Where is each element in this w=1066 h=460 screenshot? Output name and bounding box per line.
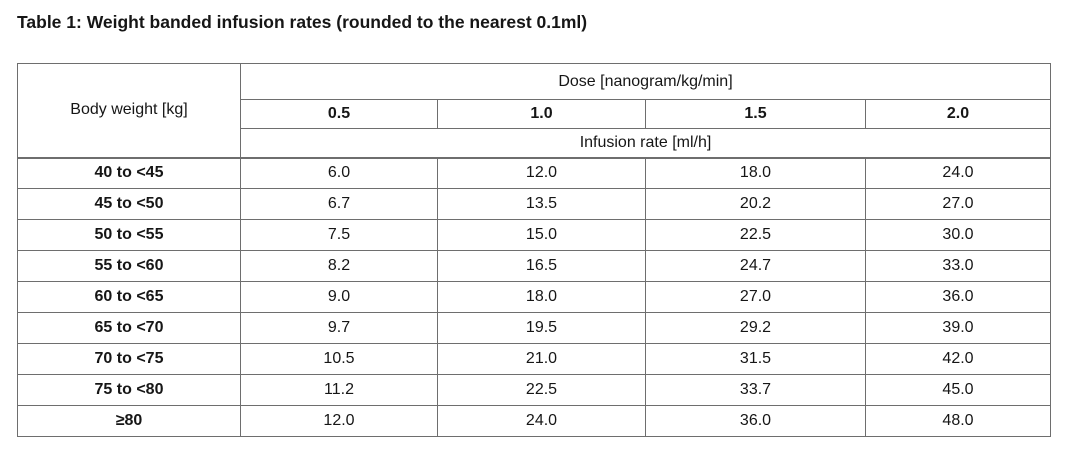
- dose-level-cell: 1.0: [437, 99, 646, 129]
- rate-cell: 19.5: [437, 312, 646, 344]
- table-row: 75 to <80 11.2 22.5 33.7 45.0: [17, 374, 1051, 406]
- header-row-dose-group: Body weight [kg] Dose [nanogram/kg/min]: [17, 63, 1051, 158]
- rate-cell: 12.0: [240, 405, 438, 437]
- rate-cell: 24.0: [437, 405, 646, 437]
- weight-band-cell: ≥80: [17, 405, 241, 437]
- weight-band-cell: 50 to <55: [17, 219, 241, 251]
- rate-cell: 27.0: [865, 188, 1051, 220]
- rate-cell: 22.5: [645, 219, 866, 251]
- table-row: ≥80 12.0 24.0 36.0 48.0: [17, 405, 1051, 437]
- rate-cell: 16.5: [437, 250, 646, 282]
- header-row-dose-levels: 0.5 1.0 1.5 2.0: [18, 99, 1051, 129]
- rate-cell: 20.2: [645, 188, 866, 220]
- rate-cell: 24.0: [865, 156, 1051, 189]
- rate-cell: 33.0: [865, 250, 1051, 282]
- weight-band-cell: 60 to <65: [17, 281, 241, 313]
- table-row: 60 to <65 9.0 18.0 27.0 36.0: [17, 281, 1051, 313]
- rate-cell: 11.2: [240, 374, 438, 406]
- rate-cell: 18.0: [645, 156, 866, 189]
- body-weight-header-cell: Body weight [kg]: [17, 63, 241, 158]
- rate-cell: 39.0: [865, 312, 1051, 344]
- rate-cell: 6.0: [240, 156, 438, 189]
- rate-cell: 13.5: [437, 188, 646, 220]
- table-row: 70 to <75 10.5 21.0 31.5 42.0: [17, 343, 1051, 375]
- rate-cell: 22.5: [437, 374, 646, 406]
- weight-band-cell: 40 to <45: [17, 156, 241, 189]
- dose-group-header-cell: Dose [nanogram/kg/min]: [240, 63, 1051, 100]
- rate-cell: 12.0: [437, 156, 646, 189]
- table-row: 65 to <70 9.7 19.5 29.2 39.0: [17, 312, 1051, 344]
- rate-cell: 15.0: [437, 219, 646, 251]
- rate-cell: 36.0: [865, 281, 1051, 313]
- weight-band-cell: 75 to <80: [17, 374, 241, 406]
- weight-band-cell: 70 to <75: [17, 343, 241, 375]
- weight-band-cell: 55 to <60: [17, 250, 241, 282]
- rate-cell: 33.7: [645, 374, 866, 406]
- rate-cell: 36.0: [645, 405, 866, 437]
- table-row: 45 to <50 6.7 13.5 20.2 27.0: [17, 188, 1051, 220]
- rate-cell: 10.5: [240, 343, 438, 375]
- dose-level-cell: 1.5: [645, 99, 866, 129]
- weight-band-cell: 65 to <70: [17, 312, 241, 344]
- rate-cell: 7.5: [240, 219, 438, 251]
- rate-cell: 42.0: [865, 343, 1051, 375]
- rate-cell: 30.0: [865, 219, 1051, 251]
- rate-cell: 27.0: [645, 281, 866, 313]
- rate-cell: 29.2: [645, 312, 866, 344]
- table-row: 50 to <55 7.5 15.0 22.5 30.0: [17, 219, 1051, 251]
- table-row: 40 to <45 6.0 12.0 18.0 24.0: [17, 156, 1051, 189]
- rate-cell: 45.0: [865, 374, 1051, 406]
- rate-cell: 18.0: [437, 281, 646, 313]
- rate-cell: 31.5: [645, 343, 866, 375]
- rate-cell: 8.2: [240, 250, 438, 282]
- rate-cell: 6.7: [240, 188, 438, 220]
- table-caption: Table 1: Weight banded infusion rates (r…: [17, 12, 588, 32]
- rate-cell: 48.0: [865, 405, 1051, 437]
- table-row: 55 to <60 8.2 16.5 24.7 33.0: [17, 250, 1051, 282]
- rate-cell: 24.7: [645, 250, 866, 282]
- rate-cell: 9.0: [240, 281, 438, 313]
- rate-cell: 21.0: [437, 343, 646, 375]
- weight-band-cell: 45 to <50: [17, 188, 241, 220]
- dose-level-cell: 0.5: [240, 99, 438, 129]
- rate-group-header-cell: Infusion rate [ml/h]: [240, 128, 1051, 158]
- infusion-rate-table: Body weight [kg] Dose [nanogram/kg/min] …: [17, 63, 1051, 437]
- rate-cell: 9.7: [240, 312, 438, 344]
- dose-level-cell: 2.0: [865, 99, 1051, 129]
